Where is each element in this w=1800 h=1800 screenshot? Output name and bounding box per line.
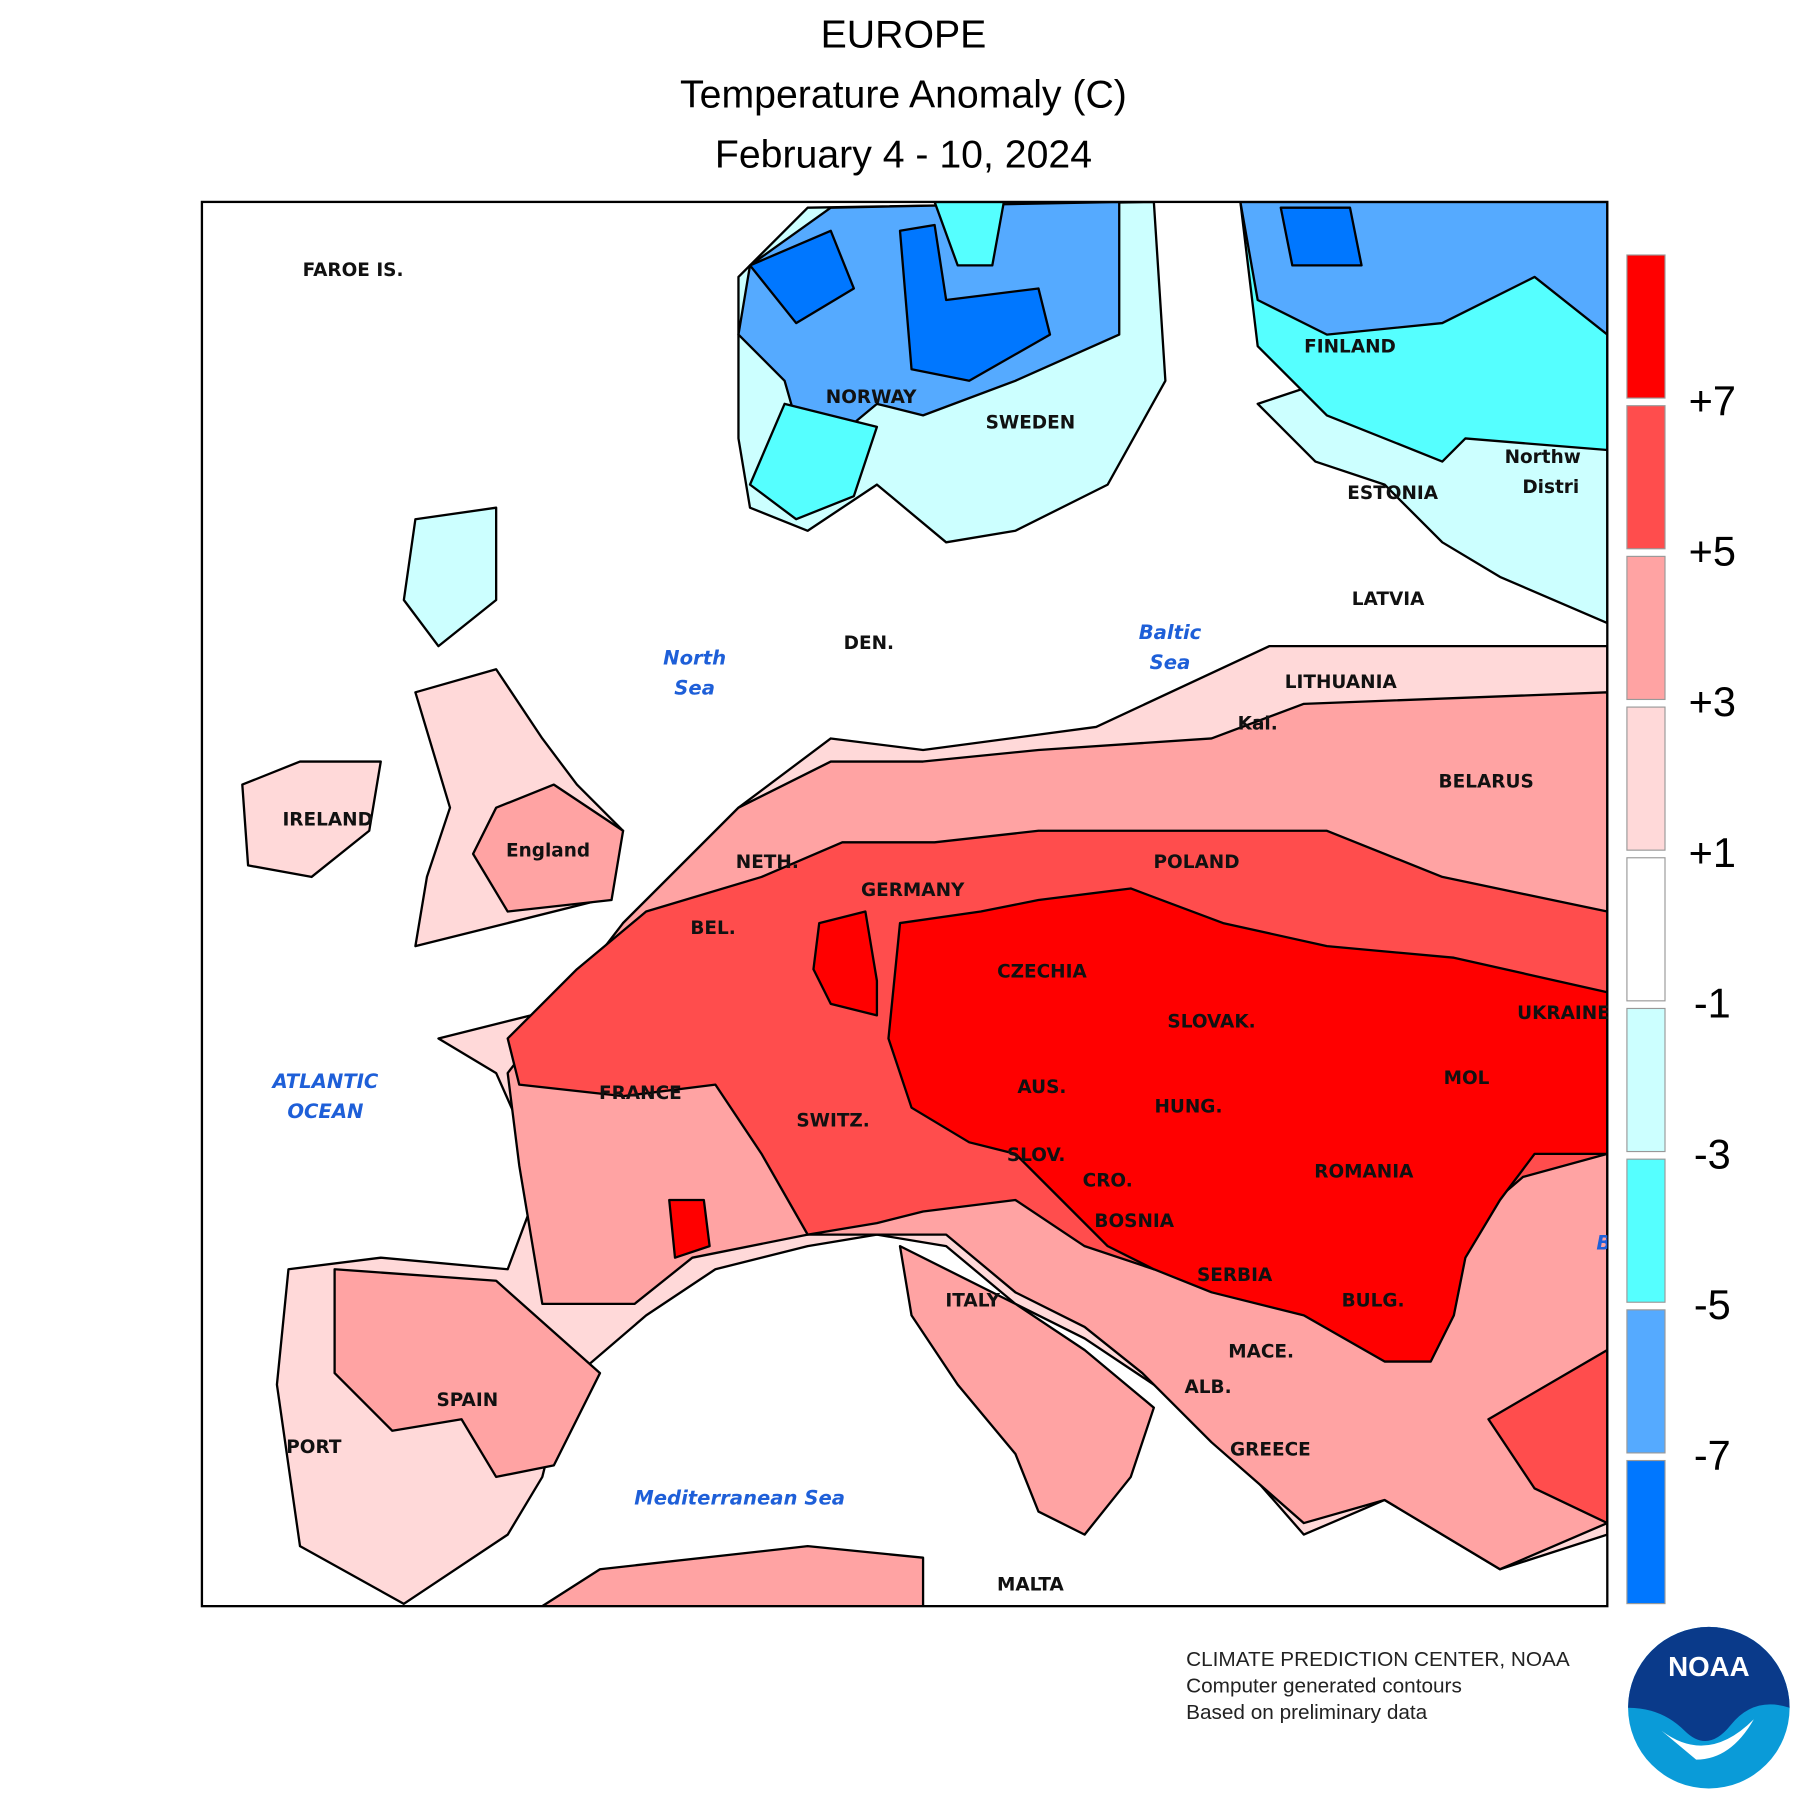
sea-label: B	[1596, 1231, 1611, 1254]
country-label: UKRAINE	[1517, 1003, 1610, 1024]
legend-label: +5	[1689, 528, 1736, 575]
period: February 4 - 10, 2024	[715, 132, 1092, 176]
country-label: FRANCE	[599, 1083, 682, 1104]
credit-line: CLIMATE PREDICTION CENTER, NOAA	[1186, 1648, 1570, 1671]
country-label: England	[506, 841, 590, 862]
contour-region	[748, 402, 879, 521]
legend-label: +3	[1689, 678, 1736, 725]
contour-region	[887, 887, 1608, 1363]
country-label: SWITZ.	[796, 1111, 870, 1132]
contour-region	[402, 506, 498, 648]
contour-region	[933, 201, 1005, 267]
contour-region	[333, 1268, 602, 1479]
country-label: HUNG.	[1154, 1097, 1222, 1118]
legend-label: +1	[1689, 829, 1736, 876]
country-label: BELARUS	[1439, 771, 1534, 792]
logo-bird	[1661, 1719, 1754, 1760]
country-label: ROMANIA	[1314, 1161, 1414, 1182]
country-label: LITHUANIA	[1285, 672, 1398, 693]
country-label: MACE.	[1228, 1341, 1294, 1362]
country-label: FINLAND	[1304, 336, 1396, 357]
country-label: CZECHIA	[997, 962, 1087, 983]
country-label: SPAIN	[436, 1390, 498, 1411]
contour-region	[812, 910, 879, 1017]
country-label: SWEDEN	[986, 412, 1076, 433]
sea-label: Sea	[1150, 651, 1191, 674]
legend-swatch	[1626, 254, 1666, 399]
legend-label: -7	[1694, 1432, 1731, 1479]
legend-label: +7	[1689, 377, 1736, 424]
country-label: NORWAY	[826, 387, 917, 408]
country-label: GERMANY	[861, 880, 965, 901]
noaa-logo: NOAA	[1628, 1626, 1790, 1789]
country-label: Northw	[1505, 447, 1581, 468]
logo-top	[1628, 1626, 1790, 1742]
sea-label: ATLANTIC	[270, 1070, 378, 1093]
legend-swatch	[1626, 405, 1666, 550]
country-label: PORT	[286, 1437, 342, 1458]
country-label: BULG.	[1342, 1291, 1405, 1312]
country-label: SLOV.	[1007, 1145, 1066, 1166]
country-label: LATVIA	[1352, 589, 1425, 610]
country-label: MOL	[1444, 1068, 1490, 1089]
legend-label: -1	[1694, 980, 1731, 1027]
sea-label: Sea	[674, 676, 715, 699]
contour-region	[748, 229, 855, 325]
country-label: SERBIA	[1197, 1265, 1273, 1286]
legend-swatch	[1626, 1007, 1666, 1153]
country-label: MALTA	[997, 1574, 1065, 1595]
country-label: NETH.	[736, 852, 799, 873]
legend-swatch	[1626, 1459, 1666, 1605]
contour-region	[1279, 206, 1363, 267]
country-label: FAROE IS.	[303, 260, 404, 281]
credit-line: Based on preliminary data	[1186, 1701, 1428, 1724]
contour-region	[241, 760, 382, 879]
map-frame	[200, 200, 1609, 1608]
country-label: ESTONIA	[1347, 483, 1438, 504]
country-label: Kal.	[1238, 714, 1278, 735]
country-label: AUS.	[1017, 1077, 1066, 1098]
credits: CLIMATE PREDICTION CENTER, NOAA Computer …	[1186, 1648, 1570, 1724]
legend-label: -5	[1694, 1281, 1731, 1328]
country-label: DEN.	[844, 633, 894, 654]
contour-region	[541, 1544, 925, 1607]
legend-swatch	[1626, 857, 1666, 1002]
sea-label: North	[663, 646, 726, 669]
subtitle: Temperature Anomaly (C)	[680, 72, 1127, 116]
map-labels: FAROE IS. NORWAY SWEDEN FINLAND ESTONIA LATVI…	[270, 260, 1611, 1595]
legend-swatch	[1626, 555, 1666, 701]
logo-text: NOAA	[1668, 1651, 1750, 1682]
legend-swatch	[1626, 1309, 1666, 1454]
country-label: BOSNIA	[1094, 1211, 1174, 1232]
country-label: Distri	[1522, 477, 1579, 498]
country-label: BEL.	[690, 918, 735, 939]
map-contours	[241, 201, 1608, 1607]
country-label: IRELAND	[282, 809, 372, 830]
credit-line: Computer generated contours	[1186, 1674, 1462, 1697]
legend-swatch	[1626, 1158, 1666, 1303]
contour-region	[898, 223, 1052, 382]
country-label: ITALY	[945, 1291, 1000, 1312]
contour-region	[668, 1198, 711, 1259]
title: EUROPE	[821, 12, 987, 56]
sea-label: Mediterranean Sea	[634, 1486, 845, 1509]
legend: +7 +5 +3 +1 -1 -3 -5 -7	[1626, 254, 1736, 1605]
country-label: POLAND	[1154, 852, 1240, 873]
sea-label: Baltic	[1139, 621, 1202, 644]
legend-swatch	[1626, 706, 1666, 851]
country-label: ALB.	[1185, 1377, 1232, 1398]
country-label: SLOVAK.	[1167, 1011, 1255, 1032]
contour-region	[1487, 1348, 1608, 1525]
sea-label: OCEAN	[287, 1100, 363, 1123]
contour-region	[471, 783, 625, 913]
country-label: GREECE	[1230, 1439, 1311, 1460]
contour-region	[898, 1244, 1155, 1536]
legend-label: -3	[1694, 1130, 1731, 1177]
country-label: CRO.	[1083, 1171, 1133, 1192]
